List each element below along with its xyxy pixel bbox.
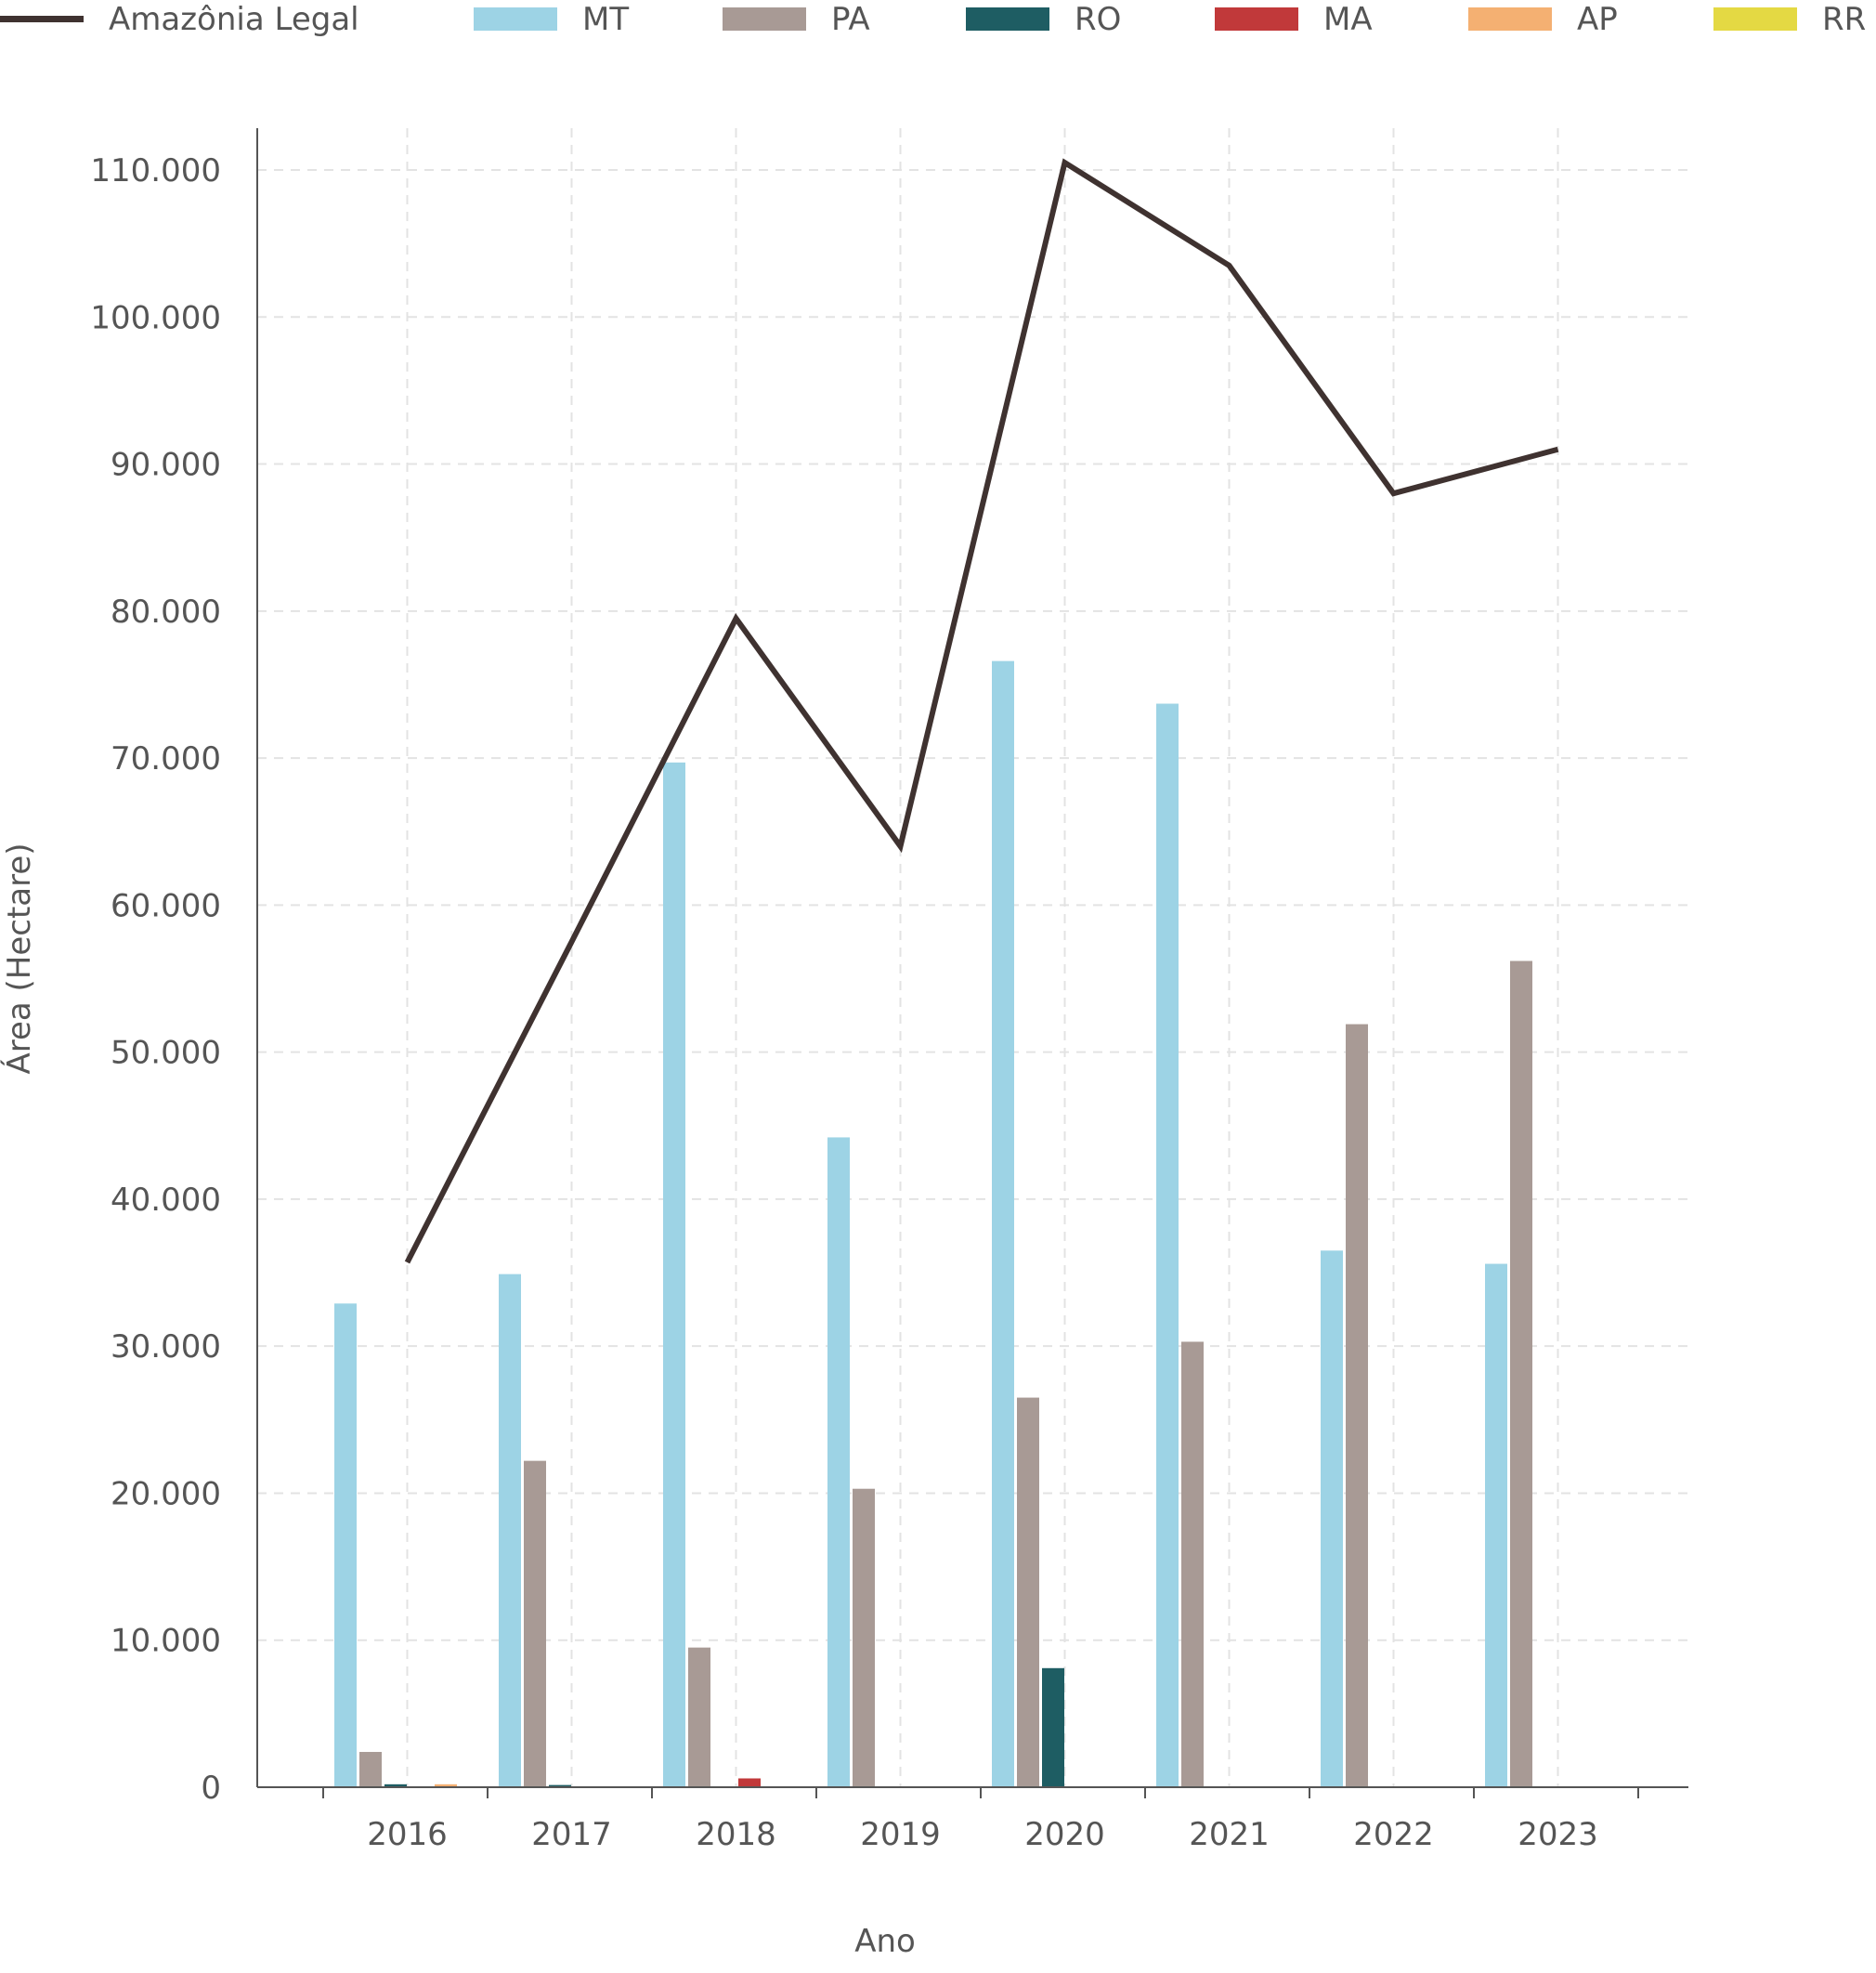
- legend-label: Amazônia Legal: [109, 1, 359, 38]
- legend-swatch-ma: [1215, 7, 1298, 31]
- bar-ap-2016: [435, 1784, 457, 1787]
- y-tick-label: 30.000: [111, 1328, 221, 1365]
- y-tick-label: 100.000: [90, 299, 221, 336]
- legend-label: MA: [1323, 1, 1373, 38]
- legend-swatch-pa: [723, 7, 806, 31]
- bar-mt-2021: [1156, 703, 1179, 1787]
- bar-mt-2019: [827, 1137, 850, 1787]
- bar-pa-2017: [524, 1460, 546, 1787]
- legend-swatch-mt: [474, 7, 557, 31]
- y-tick-label: 20.000: [111, 1475, 221, 1512]
- line-series: [404, 158, 1559, 1264]
- x-tick-label: 2021: [1189, 1816, 1270, 1853]
- legend-swatch-rr: [1713, 7, 1797, 31]
- bar-ma-2018: [738, 1778, 761, 1787]
- legend-label: RO: [1075, 1, 1121, 38]
- y-tick-label: 80.000: [111, 594, 221, 631]
- x-axis-title: Ano: [854, 1923, 916, 1960]
- legend-swatch-ro: [966, 7, 1049, 31]
- x-tick-label: 2016: [367, 1816, 448, 1853]
- x-tick-label: 2017: [531, 1816, 612, 1853]
- legend-swatch-ap: [1468, 7, 1552, 31]
- bar-pa-2018: [688, 1647, 710, 1787]
- bar-pa-2021: [1181, 1341, 1204, 1787]
- y-tick-label: 70.000: [111, 740, 221, 777]
- y-tick-label: 90.000: [111, 447, 221, 484]
- y-tick-label: 40.000: [111, 1182, 221, 1219]
- bar-ro-2017: [549, 1784, 571, 1787]
- x-tick-label: 2018: [696, 1816, 776, 1853]
- x-tick-label: 2020: [1024, 1816, 1105, 1853]
- bar-mt-2023: [1485, 1263, 1507, 1787]
- bar-mt-2017: [499, 1274, 521, 1787]
- y-axis-title: Área (Hectare): [0, 843, 38, 1074]
- y-tick-label: 60.000: [111, 887, 221, 924]
- bar-pa-2020: [1017, 1397, 1039, 1787]
- bar-pa-2022: [1346, 1024, 1368, 1787]
- bar-pa-2023: [1510, 960, 1532, 1787]
- bar-series: [334, 660, 1532, 1788]
- line-amazonia-legal: [404, 158, 1559, 1264]
- x-tick-labels: 2016 2017 2018 2019 2020 2021 2022 2023: [367, 1816, 1598, 1853]
- gridlines: [257, 128, 1688, 1787]
- axes: [256, 128, 1688, 1798]
- x-tick-label: 2019: [860, 1816, 941, 1853]
- legend-label: PA: [831, 1, 870, 38]
- y-tick-label: 50.000: [111, 1035, 221, 1072]
- bar-mt-2018: [663, 762, 685, 1787]
- y-tick-label: 10.000: [111, 1623, 221, 1660]
- bar-mt-2022: [1321, 1250, 1343, 1787]
- bar-mt-2016: [334, 1303, 357, 1787]
- y-tick-labels: 0 10.000 20.000 30.000 40.000 50.000 60.000 70.…: [90, 152, 221, 1807]
- legend-line-swatch: [0, 16, 84, 22]
- legend-label: MT: [582, 1, 629, 38]
- bar-ro-2016: [384, 1784, 407, 1787]
- bar-pa-2016: [359, 1752, 382, 1787]
- bar-mt-2020: [992, 660, 1014, 1788]
- y-tick-label: 110.000: [90, 152, 221, 189]
- legend-label: AP: [1577, 1, 1618, 38]
- legend-label: RR: [1822, 1, 1866, 38]
- bar-ro-2020: [1042, 1667, 1064, 1787]
- x-tick-label: 2022: [1353, 1816, 1434, 1853]
- y-tick-label: 0: [201, 1770, 221, 1807]
- bar-pa-2019: [853, 1488, 875, 1787]
- x-tick-label: 2023: [1518, 1816, 1598, 1853]
- legend: Amazônia Legal MT PA RO MA AP RR: [0, 1, 1866, 38]
